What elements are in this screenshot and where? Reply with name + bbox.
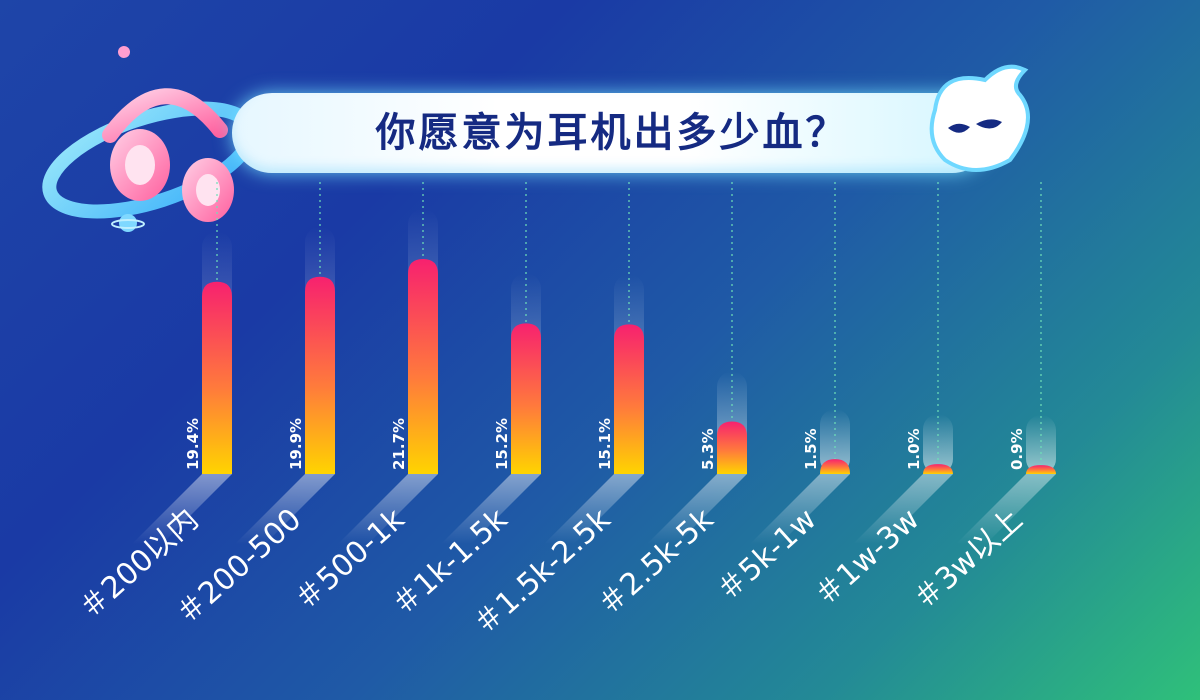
value-label: 1.5% xyxy=(802,428,820,470)
value-label: 19.9% xyxy=(287,418,305,470)
value-label: 19.4% xyxy=(184,418,202,470)
bars-layer: 19.4%＃200以内19.9%＃200-50021.7%＃500-1k15.2… xyxy=(72,182,1056,642)
headphones-icon xyxy=(42,46,258,222)
value-label: 1.0% xyxy=(905,428,923,470)
category-label: ＃2.5k-5k xyxy=(591,502,721,624)
bar xyxy=(408,258,438,474)
bar-track xyxy=(923,414,953,474)
value-label: 21.7% xyxy=(390,418,408,470)
bar xyxy=(1026,465,1056,474)
value-label: 15.2% xyxy=(493,418,511,470)
bar xyxy=(202,281,232,474)
bar xyxy=(305,276,335,474)
bar xyxy=(511,323,541,474)
bar-reflection xyxy=(338,474,438,544)
category-label: ＃5k-1w xyxy=(710,502,823,609)
bar-reflection xyxy=(647,474,747,544)
bar xyxy=(717,421,747,474)
bar-reflection xyxy=(956,474,1056,544)
bar-reflection xyxy=(441,474,541,544)
bar-group: 19.9%＃200-500 xyxy=(169,182,335,632)
bar-group: 0.9% ＃3w以上 xyxy=(907,182,1056,617)
category-label: ＃3w以上 xyxy=(907,502,1030,617)
planet-icon xyxy=(111,214,145,232)
category-label: ＃1w-3w xyxy=(808,502,927,614)
chart-title: 你愿意为耳机出多少血？ xyxy=(375,110,849,156)
bar-reflection xyxy=(235,474,335,544)
bar-track xyxy=(1026,415,1056,474)
bar xyxy=(820,459,850,474)
value-label: 15.1% xyxy=(596,418,614,470)
value-label: 0.9% xyxy=(1008,428,1026,470)
title-banner xyxy=(232,93,992,173)
bar-group: 1.0% ＃1w-3w xyxy=(808,182,953,614)
bar-reflection xyxy=(750,474,850,544)
bar xyxy=(614,324,644,474)
bar-reflection xyxy=(853,474,953,544)
bar-group: 19.4%＃200以内 xyxy=(72,182,232,626)
bar-reflection xyxy=(544,474,644,544)
bar-reflection xyxy=(132,474,232,544)
bar xyxy=(923,464,953,474)
value-label: 5.3% xyxy=(699,428,717,470)
